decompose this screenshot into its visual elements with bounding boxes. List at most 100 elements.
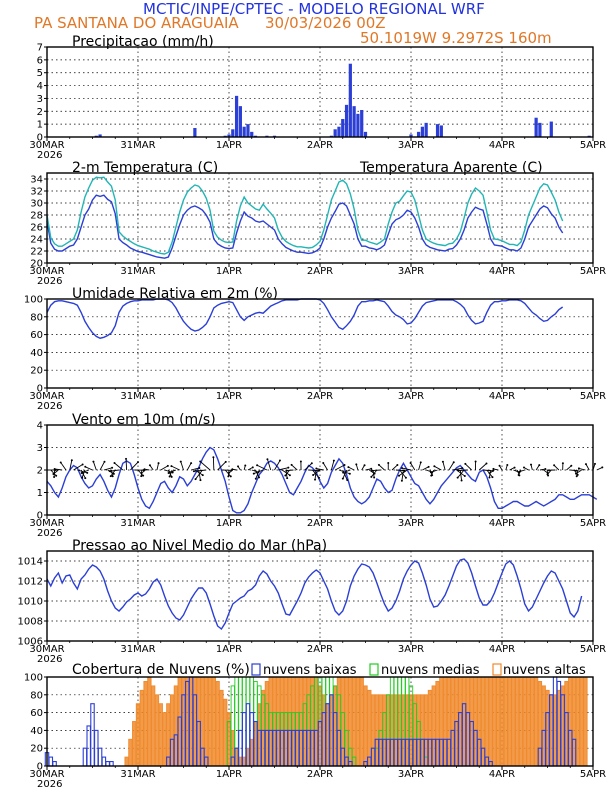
- wind-arrow-head: [103, 460, 106, 463]
- wind-arrow-head: [314, 478, 317, 481]
- cloud-bar-nuvens-altas: [154, 694, 160, 767]
- y-tick-label: 20: [30, 366, 43, 377]
- wind-arrow-head: [342, 471, 345, 474]
- precip-bar: [424, 122, 428, 137]
- wind-arrow-head: [224, 460, 227, 463]
- wind-arrow: [448, 462, 455, 471]
- x-tick-label: 3APR: [398, 391, 424, 402]
- wind-arrow-head: [441, 460, 444, 463]
- x-tick-label: 1APR: [216, 266, 242, 277]
- wind-arrow-head: [332, 459, 335, 462]
- wind-arrow-head: [363, 464, 366, 467]
- precip-bar: [227, 134, 231, 137]
- y-tick-label: 1012: [18, 577, 43, 588]
- wind-arrow-head: [315, 467, 318, 470]
- wind-arrow-head: [517, 473, 520, 476]
- location-label: PA SANTANA DO ARAGUAIA: [34, 14, 239, 32]
- wind-arrow: [125, 458, 128, 471]
- wind-arrow: [452, 467, 463, 471]
- x-year-label: 2026: [37, 150, 62, 161]
- cloud-bar-nuvens-altas: [162, 712, 167, 767]
- y-tick-label: 0: [37, 133, 43, 144]
- x-tick-label: 2APR: [307, 644, 333, 655]
- cloud-bar-nuvens-altas: [583, 676, 588, 767]
- cloud-bar-nuvens-altas: [344, 676, 349, 767]
- cloud-bar-nuvens-altas: [492, 676, 497, 767]
- legend-low-label: nuvens baixas: [263, 663, 357, 678]
- wind-arrow: [171, 465, 180, 471]
- wind-arrow-head: [251, 466, 254, 469]
- x-tick-label: 5APR: [580, 644, 606, 655]
- wind-arrow-head: [190, 462, 193, 465]
- wind-arrow: [54, 468, 63, 471]
- cloud-bar-nuvens-altas: [522, 676, 527, 767]
- wind-arrow-head: [157, 462, 160, 465]
- wind-arrow-head: [371, 469, 374, 472]
- x-tick-label: 1APR: [216, 518, 242, 529]
- cloud-bar-nuvens-baixas: [97, 747, 103, 767]
- wind-arrow-head: [398, 474, 401, 477]
- x-tick-label: 31MAR: [120, 518, 155, 529]
- wind-arrow-head: [111, 475, 114, 478]
- precip-bar: [435, 124, 440, 137]
- y-tick-label: 3: [37, 443, 43, 454]
- wind-arrow-head: [170, 465, 173, 468]
- wind-arrow-head: [570, 464, 573, 467]
- wind-arrow-head: [401, 467, 404, 470]
- wind-arrow-head: [212, 456, 215, 459]
- x-year-label: 2026: [37, 276, 62, 287]
- precip-bar: [356, 113, 360, 137]
- wind-arrow: [430, 469, 438, 473]
- y-tick-label: 80: [30, 312, 43, 323]
- x-tick-label: 3APR: [398, 644, 424, 655]
- wind-arrow-head: [113, 461, 116, 464]
- wind-arrow: [198, 469, 201, 481]
- wind-arrow-head: [229, 475, 232, 478]
- y-tick-label: 22: [30, 247, 43, 258]
- legend-swatch-high: [492, 663, 502, 676]
- precip-bar: [344, 104, 349, 137]
- x-tick-label: 3APR: [398, 266, 424, 277]
- wind-arrow-head: [287, 466, 290, 469]
- wind-arrow: [169, 469, 173, 477]
- wind-arrow-head: [231, 468, 234, 471]
- x-tick-label: 4APR: [489, 266, 515, 277]
- cloud-bar-nuvens-altas: [207, 676, 213, 767]
- wind-arrow: [566, 465, 572, 471]
- wind-arrow: [186, 462, 192, 471]
- wind-arrow: [370, 469, 378, 478]
- precip-bar: [231, 129, 235, 137]
- y-tick-label: 100: [24, 295, 43, 306]
- temp-title: 2-m Temperatura (C): [72, 160, 218, 176]
- cloud-bar-nuvens-altas: [151, 685, 156, 767]
- rh-frame: [46, 298, 594, 389]
- pres-panel: Pressao ao Nivel Medio do Mar (hPa) 1006…: [18, 538, 607, 665]
- wind-arrow-head: [518, 470, 521, 473]
- wind-arrow-head: [53, 475, 56, 478]
- wind-arrow: [267, 459, 272, 471]
- wind-arrow: [160, 465, 169, 471]
- wind-panel: Vento em 10m (m/s) 0 1 2 3 4 30MAR 31MAR 1APR 2…: [29, 412, 606, 539]
- y-tick-label: 1: [37, 120, 43, 131]
- apparent-temp-title: Temperatura Aparente (C): [359, 160, 543, 176]
- wind-arrow: [130, 461, 139, 471]
- cloud-bar-nuvens-altas: [518, 676, 524, 767]
- wind-arrow-head: [474, 460, 477, 463]
- wind-arrow: [553, 464, 560, 471]
- wind-arrow-head: [341, 477, 344, 480]
- wind-arrow-head: [108, 470, 111, 473]
- wind-arrow: [334, 464, 345, 471]
- wind-arrow: [190, 467, 200, 471]
- wind-arrow-head: [584, 463, 587, 466]
- cloud-bar-nuvens-baixas: [90, 703, 95, 767]
- wind-arrow-head: [55, 474, 58, 477]
- wind-arrow-head: [285, 469, 288, 472]
- wind-arrow-head: [577, 467, 580, 470]
- wind-arrow-head: [228, 471, 231, 474]
- cloud-bar-nuvens-baixas: [48, 756, 54, 767]
- x-tick-label: 5APR: [580, 266, 606, 277]
- clouds-title: Cobertura de Nuvens (%): [72, 662, 250, 678]
- wind-arrow: [109, 469, 120, 472]
- cloud-bar-nuvens-altas: [348, 676, 353, 767]
- wind-arrow-head: [310, 462, 313, 465]
